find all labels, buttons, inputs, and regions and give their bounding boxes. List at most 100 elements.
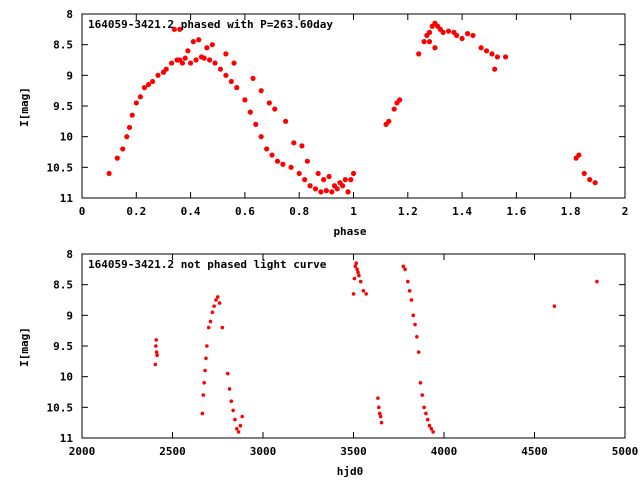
- x-tick-label: 1.6: [506, 205, 526, 218]
- data-point: [201, 393, 206, 397]
- data-point: [227, 387, 232, 391]
- data-point: [581, 170, 587, 177]
- data-point: [397, 97, 403, 103]
- data-point: [304, 158, 310, 164]
- data-point: [377, 411, 382, 416]
- x-tick-label: 0.8: [289, 205, 309, 218]
- data-point: [141, 85, 148, 91]
- data-point: [413, 322, 417, 327]
- data-point: [233, 417, 237, 422]
- data-point: [171, 26, 177, 32]
- data-point: [416, 350, 421, 354]
- data-point: [354, 261, 359, 266]
- data-point: [274, 158, 281, 164]
- data-point: [155, 353, 159, 358]
- data-point: [163, 66, 169, 72]
- data-point: [422, 405, 426, 410]
- y-tick-label: 10.5: [47, 401, 74, 414]
- data-point: [364, 292, 368, 296]
- data-point: [106, 170, 112, 177]
- y-tick-label: 8: [66, 248, 73, 261]
- data-point: [208, 319, 213, 324]
- data-point: [129, 112, 135, 118]
- data-point: [209, 42, 215, 48]
- data-point: [464, 31, 471, 37]
- data-point: [426, 39, 433, 45]
- data-point: [342, 177, 348, 183]
- data-point: [296, 170, 302, 177]
- data-point: [185, 48, 191, 54]
- y-tick-label: 8.5: [53, 279, 73, 292]
- data-point: [587, 177, 593, 183]
- data-point: [329, 189, 335, 195]
- x-tick-label: 0.2: [126, 205, 146, 218]
- data-point: [212, 60, 218, 66]
- data-point: [153, 362, 158, 367]
- plot-frame: [81, 253, 626, 439]
- y-axis-label: I[mag]: [18, 327, 31, 367]
- data-point: [326, 173, 332, 180]
- y-tick-label: 10.5: [47, 161, 74, 174]
- data-point: [552, 304, 557, 308]
- x-tick-label: 1.2: [398, 205, 418, 218]
- y-tick-label: 9.5: [53, 100, 73, 113]
- data-point: [220, 325, 225, 330]
- data-point: [358, 279, 363, 284]
- data-point: [253, 121, 259, 127]
- data-point: [407, 289, 412, 293]
- data-point: [595, 279, 599, 284]
- data-point: [266, 100, 272, 106]
- data-point: [386, 118, 392, 124]
- y-tick-label: 10: [60, 371, 73, 384]
- data-points: [106, 20, 598, 195]
- data-point: [154, 350, 159, 354]
- data-point: [421, 39, 427, 45]
- y-tick-label: 8: [66, 8, 73, 21]
- data-point: [391, 106, 397, 112]
- data-point: [137, 94, 143, 100]
- data-point: [247, 109, 253, 115]
- data-point: [353, 264, 358, 269]
- data-point: [234, 427, 239, 431]
- x-tick-label: 2500: [159, 445, 186, 458]
- x-tick-label: 5000: [612, 445, 639, 458]
- chart-title: 164059-3421.2 not phased light curve: [88, 258, 327, 271]
- y-tick-label: 10: [60, 131, 73, 144]
- data-point: [206, 325, 211, 330]
- data-point: [126, 124, 133, 131]
- data-point: [478, 45, 484, 51]
- data-point: [154, 344, 158, 348]
- x-tick-label: 1.4: [452, 205, 472, 218]
- data-point: [205, 344, 209, 348]
- data-point: [182, 55, 188, 61]
- unphased-light-curve-panel: 2000 2500 3000 3500 4000 4500 5000 8 8.5 9 9.5 10 10…: [18, 248, 638, 478]
- data-point: [225, 371, 230, 376]
- data-point: [258, 88, 264, 94]
- data-point: [357, 273, 361, 278]
- data-point: [411, 313, 416, 318]
- data-point: [200, 411, 205, 416]
- data-point: [418, 381, 423, 385]
- data-point: [145, 81, 152, 88]
- data-point: [348, 177, 354, 183]
- data-point: [403, 267, 407, 272]
- x-tick-label: 0.4: [181, 205, 201, 218]
- data-point: [426, 29, 433, 35]
- data-point: [190, 39, 196, 45]
- data-point: [240, 414, 244, 419]
- data-point: [318, 189, 324, 195]
- data-point: [299, 143, 305, 149]
- data-point: [492, 66, 498, 72]
- data-point: [352, 276, 357, 281]
- data-point: [431, 430, 435, 434]
- data-point: [202, 381, 206, 385]
- data-point: [350, 170, 357, 177]
- data-point: [250, 75, 256, 81]
- data-point: [217, 301, 222, 305]
- data-point: [470, 32, 476, 39]
- data-point: [196, 37, 202, 43]
- data-point: [302, 177, 308, 183]
- data-point: [291, 140, 297, 146]
- data-point: [356, 270, 360, 275]
- data-point: [155, 72, 161, 78]
